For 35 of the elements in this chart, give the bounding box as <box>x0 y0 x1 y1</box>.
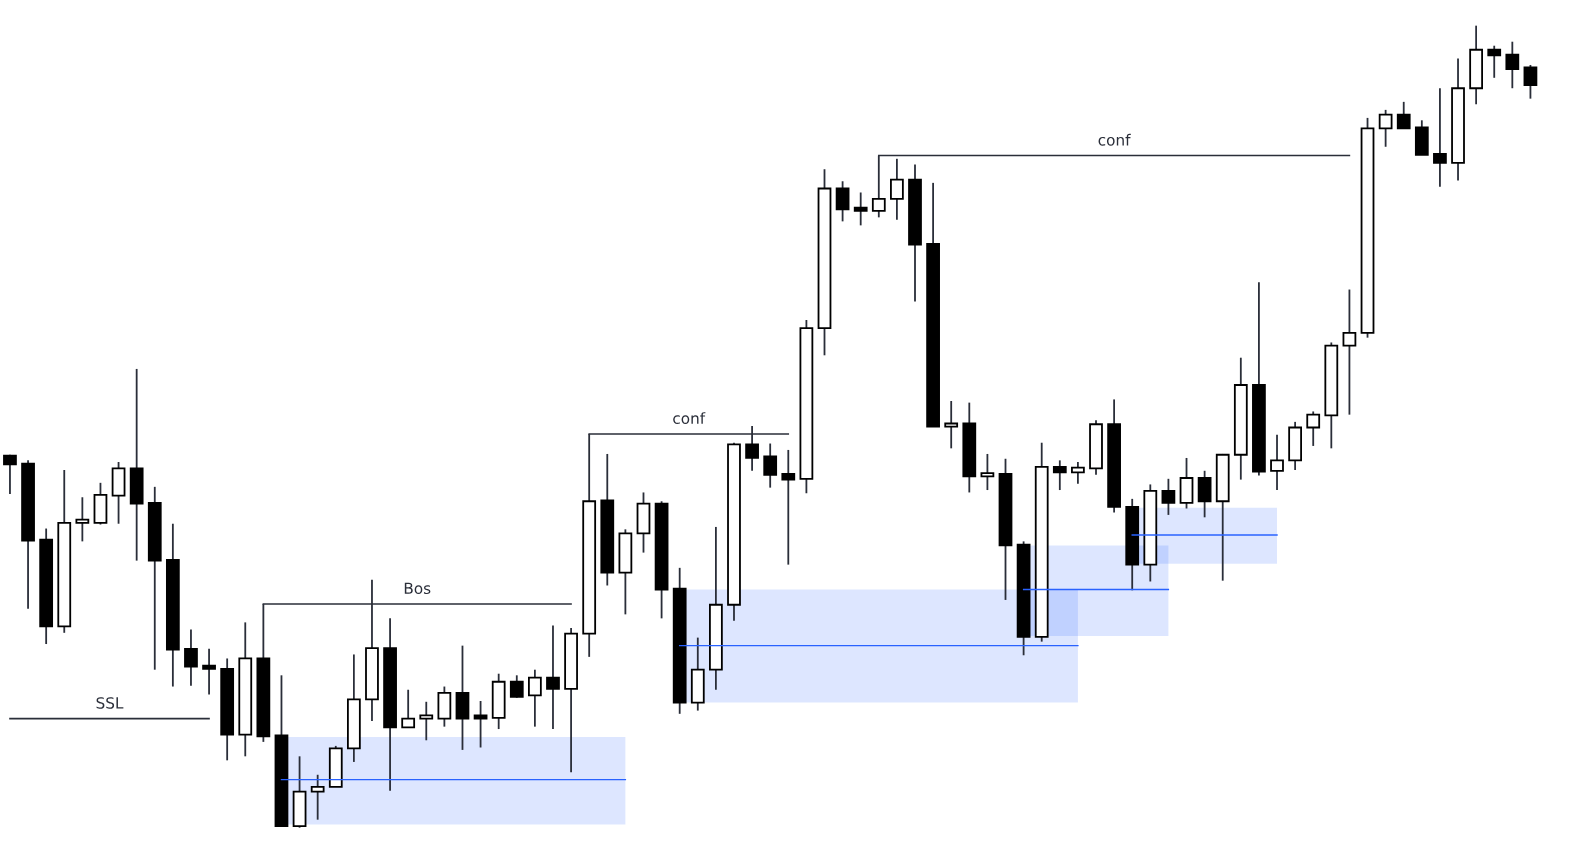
series-label: SSL <box>96 697 124 709</box>
candlestick <box>853 191 868 227</box>
candlestick <box>473 700 488 749</box>
series-label: conf <box>1098 133 1131 146</box>
candlestick <box>401 688 416 729</box>
candlestick <box>528 668 542 728</box>
candlestick <box>1433 87 1447 188</box>
candlestick <box>1071 461 1085 485</box>
candlestick <box>1197 469 1212 519</box>
candlestick <box>546 624 560 730</box>
candlestick <box>944 400 959 450</box>
candlestick <box>781 449 796 566</box>
candlestick <box>184 628 198 687</box>
candlestick <box>1270 433 1284 491</box>
candlestick <box>1505 40 1520 90</box>
series-label: conf <box>673 412 706 424</box>
candlestick <box>890 157 904 221</box>
candlestick <box>1487 44 1502 79</box>
series-label: Bos <box>404 582 431 595</box>
candlestick <box>1396 100 1411 130</box>
candlestick <box>763 442 778 489</box>
candlestick <box>1161 477 1176 516</box>
candlestick <box>3 453 17 495</box>
candlestick <box>202 647 216 696</box>
candlestick <box>1342 288 1357 416</box>
candlestick <box>1306 410 1321 447</box>
candlestick <box>419 700 434 742</box>
candlestick <box>980 453 995 491</box>
candlestick <box>310 773 325 821</box>
candlestick <box>75 496 90 543</box>
candlestick <box>1378 108 1393 148</box>
candlestick <box>835 180 850 223</box>
candlestick <box>509 674 524 699</box>
candlestick <box>1052 459 1067 491</box>
candlestick <box>1523 64 1538 100</box>
